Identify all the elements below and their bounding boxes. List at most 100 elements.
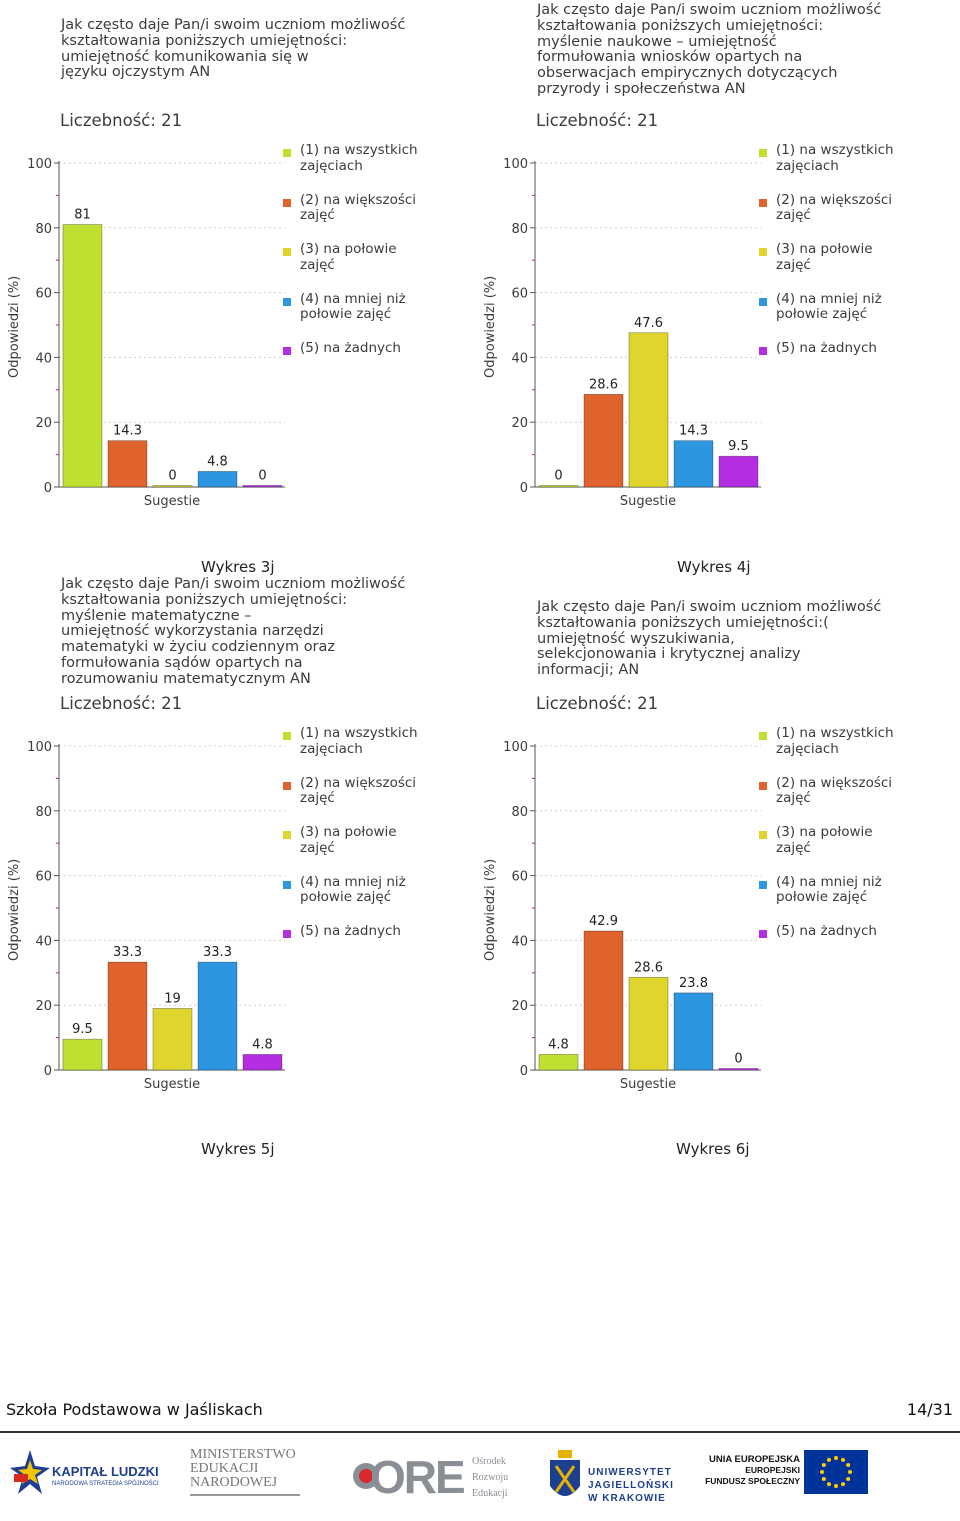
bar-value-label: 9.5 — [72, 1022, 93, 1037]
y-tick-label: 80 — [35, 805, 52, 820]
y-tick-label: 0 — [520, 1064, 528, 1079]
chart-panel-4: Wykres 4j Jak często daje Pan/i swoim ucz… — [476, 558, 951, 1103]
eu-star — [821, 1477, 826, 1481]
y-tick-label: 20 — [511, 999, 528, 1014]
bar-5 — [242, 485, 283, 488]
bar-value-label: 19 — [164, 991, 181, 1006]
eu-star — [834, 1484, 838, 1488]
kapital-subtitle: NARODOWA STRATEGIA SPÓJNOŚCI — [52, 1481, 159, 1487]
y-tick-label: 100 — [27, 740, 52, 755]
men-line-3: NARODOWEJ — [190, 1475, 278, 1490]
ue-line-1: UNIA EUROPEJSKA — [709, 1454, 800, 1465]
sample-count: Liczebność: 21 — [60, 111, 183, 130]
legend-label: (1) na wszystkich zajęciach — [776, 142, 894, 174]
ore-line-1: Ośrodek — [472, 1456, 506, 1467]
legend-swatch — [283, 248, 291, 256]
y-tick-label: 60 — [511, 287, 528, 302]
bar-value-label: 0 — [734, 1052, 742, 1067]
legend-label: (3) na połowie zajęć — [776, 241, 873, 273]
legend-label: (1) na wszystkich zajęciach — [776, 725, 894, 757]
sample-count: Liczebność: 21 — [60, 694, 183, 713]
bar-2 — [583, 393, 624, 488]
bar-5 — [718, 1068, 759, 1071]
legend-label: (1) na wszystkich zajęciach — [300, 725, 418, 757]
legend-swatch — [759, 248, 767, 256]
eu-star — [820, 1470, 824, 1474]
sample-count: Liczebność: 21 — [536, 694, 659, 713]
legend-label: (4) na mniej niż połowie zajęć — [300, 290, 406, 322]
men-logo: MINISTERSTWO EDUKACJI NARODOWEJ — [190, 1448, 315, 1512]
uj-line-2: JAGIELLOŃSKI — [588, 1480, 674, 1491]
bar-2 — [583, 930, 624, 1071]
kapital-star-icon — [10, 1450, 50, 1494]
ore-wordmark: ORE — [370, 1451, 466, 1503]
legend-swatch — [759, 831, 767, 839]
legend-label: (2) na większości zajęć — [300, 191, 417, 223]
bar-3 — [628, 976, 669, 1071]
caption-wykres-4j: Wykres 4j — [677, 558, 751, 576]
chart-panel-3: Wykres 3j Jak często daje Pan/i swoim ucz… — [0, 558, 475, 1103]
bar-value-label: 0 — [554, 469, 562, 484]
legend-swatch — [283, 347, 291, 355]
y-tick-label: 60 — [35, 870, 52, 885]
bar-value-label: 42.9 — [589, 914, 618, 929]
bar-value-label: 14.3 — [679, 424, 708, 439]
y-tick-label: 60 — [511, 870, 528, 885]
legend-swatch — [759, 347, 767, 355]
legend-label: (3) na połowie zajęć — [300, 824, 397, 856]
legend-label: (3) na połowie zajęć — [776, 824, 873, 856]
bar-2 — [107, 961, 148, 1071]
chart-panel-1: Jak często daje Pan/i swoim uczniom możl… — [0, 0, 475, 520]
caption-wykres-5j: Wykres 5j — [201, 1140, 275, 1158]
eu-star — [848, 1470, 852, 1474]
legend-swatch — [283, 149, 291, 157]
bar-value-label: 14.3 — [113, 424, 142, 439]
men-line-1: MINISTERSTWO — [190, 1447, 296, 1462]
bar-value-label: 81 — [74, 208, 91, 223]
bar-value-label: 23.8 — [679, 976, 708, 991]
eu-star — [821, 1463, 826, 1467]
y-tick-label: 80 — [511, 805, 528, 820]
legend-swatch — [283, 831, 291, 839]
y-tick-label: 0 — [520, 481, 528, 496]
footer-page-number: 14/31 — [906, 1400, 953, 1419]
bar-3 — [628, 332, 669, 488]
ore-circle-icon — [353, 1463, 379, 1489]
bar-value-label: 0 — [258, 469, 266, 484]
legend-swatch — [759, 732, 767, 740]
x-axis-title: Sugestie — [620, 494, 676, 509]
uj-line-3: W KRAKOWIE — [588, 1493, 666, 1504]
chart-question: Jak często daje Pan/i swoim uczniom możl… — [61, 576, 406, 687]
legend-label: (3) na połowie zajęć — [300, 241, 397, 273]
bar-chart: 0 20 40 60 80 100 81 14.3 0 4.8 0 Sugestie — [27, 157, 285, 509]
legend-label: (2) na większości zajęć — [776, 774, 893, 806]
bar-value-label: 4.8 — [207, 454, 228, 469]
bar-4 — [673, 992, 714, 1071]
bar-5 — [242, 1054, 283, 1071]
legend-swatch — [759, 297, 767, 306]
chart-question: Jak często daje Pan/i swoim uczniom możl… — [61, 17, 406, 81]
bar-4 — [197, 471, 238, 488]
caption-wykres-6j: Wykres 6j — [676, 1140, 750, 1158]
legend-swatch — [759, 198, 767, 207]
x-axis-title: Sugestie — [144, 1077, 200, 1092]
legend-swatch — [283, 297, 291, 306]
x-axis-title: Sugestie — [144, 494, 200, 509]
y-tick-label: 40 — [511, 934, 528, 949]
kapital-ludzki-logo: KAPITAŁ LUDZKI NARODOWA STRATEGIA SPÓJNO… — [10, 1448, 170, 1508]
men-underline — [190, 1494, 300, 1496]
legend-label: (4) na mniej niż połowie zajęć — [776, 873, 882, 905]
y-tick-label: 0 — [44, 481, 52, 496]
men-line-2: EDUKACJI — [190, 1461, 259, 1476]
eu-star — [834, 1456, 838, 1460]
y-tick-label: 0 — [44, 1064, 52, 1079]
y-tick-label: 20 — [35, 999, 52, 1014]
legend-swatch — [759, 880, 767, 889]
legend-swatch — [283, 880, 291, 889]
legend-swatch — [283, 781, 291, 790]
bar-4 — [673, 440, 714, 488]
bar-3 — [152, 1008, 193, 1071]
bar-value-label: 4.8 — [548, 1037, 569, 1052]
legend-swatch — [283, 198, 291, 207]
eu-star — [846, 1477, 851, 1481]
